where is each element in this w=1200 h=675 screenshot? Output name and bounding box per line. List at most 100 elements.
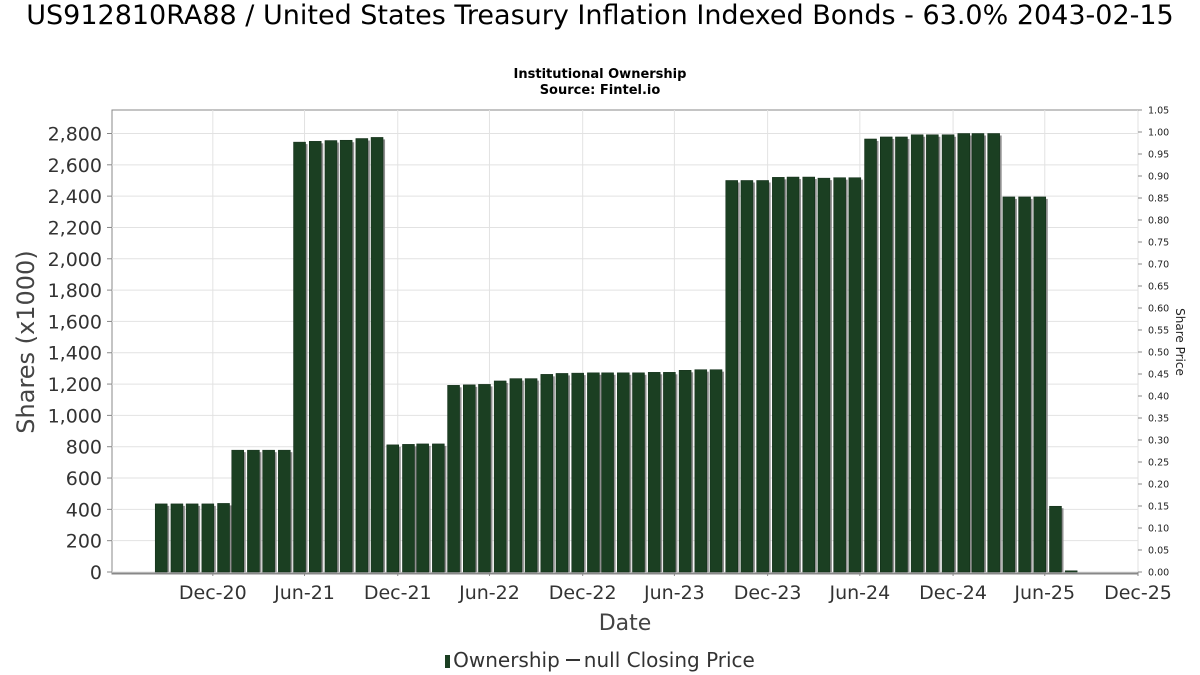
ownership-bar (864, 138, 877, 573)
ownership-bar (1002, 196, 1016, 573)
ownership-bar (262, 449, 275, 573)
y2-tick-label: 0.05 (1148, 546, 1169, 557)
subtitle-line-1: Institutional Ownership (513, 67, 687, 82)
y2-tick-label: 0.75 (1148, 238, 1169, 249)
ownership-bar (587, 372, 600, 573)
y2-tick-label: 0.80 (1148, 216, 1169, 227)
ownership-bar (1033, 196, 1047, 573)
y-tick-label: 1,200 (48, 374, 102, 396)
y2-tick-label: 0.20 (1148, 480, 1169, 491)
y-tick-label: 800 (66, 437, 102, 459)
x-tick-label: Jun-22 (458, 582, 520, 604)
y2-tick-label: 0.00 (1148, 568, 1169, 579)
ownership-bar (231, 449, 244, 573)
y2-axis: 0.00 0.05 0.10 0.15 0.20 0.25 0.30 0.35 0.40 0.45… (1138, 106, 1169, 579)
ownership-bar (463, 384, 476, 573)
ownership-bar (247, 449, 260, 573)
price-legend-line (565, 659, 580, 661)
x-tick-label: Dec-24 (919, 582, 987, 604)
y2-tick-label: 0.55 (1148, 326, 1169, 337)
x-axis-label: Date (599, 611, 652, 636)
y2-tick-label: 0.90 (1148, 172, 1169, 183)
ownership-bar (971, 133, 985, 573)
x-tick-label: Dec-22 (549, 582, 617, 604)
ownership-bar (524, 378, 538, 573)
x-tick-label: Dec-23 (734, 582, 802, 604)
ownership-bar (509, 378, 523, 573)
x-tick-label: Jun-21 (273, 582, 335, 604)
y-tick-label: 2,800 (48, 123, 102, 145)
ownership-bar (632, 372, 645, 573)
ownership-bar (386, 444, 400, 573)
ownership-bar (402, 444, 415, 573)
y2-tick-label: 0.25 (1148, 458, 1169, 469)
ownership-bar (786, 176, 800, 573)
x-tick-label: Dec-25 (1104, 582, 1172, 604)
y-tick-label: 600 (66, 468, 102, 490)
legend: Ownership null Closing Price (0, 648, 1200, 672)
y-tick-label: 1,000 (48, 405, 102, 427)
y-tick-label: 0 (90, 562, 102, 584)
y-tick-label: 2,600 (48, 155, 102, 177)
ownership-bar (895, 136, 908, 573)
ownership-bar (756, 180, 769, 573)
y-tick-label: 1,600 (48, 311, 102, 333)
ownership-bar (647, 372, 661, 573)
ownership-bar (478, 384, 491, 573)
ownership-bar (355, 138, 369, 573)
ownership-bars (154, 133, 1078, 573)
y2-tick-label: 0.70 (1148, 260, 1169, 271)
ownership-bar (1018, 196, 1031, 573)
y2-tick-label: 0.35 (1148, 414, 1169, 425)
ownership-bar (910, 134, 924, 573)
ownership-bar (601, 372, 614, 573)
y2-tick-label: 0.15 (1148, 502, 1169, 513)
y2-axis-label: Share Price (1173, 308, 1187, 376)
ownership-bar (185, 503, 199, 573)
ownership-bar (848, 177, 862, 573)
ownership-bar (308, 141, 322, 573)
ownership-bar (217, 503, 230, 573)
ownership-bar (339, 139, 353, 573)
ownership-bar (709, 369, 723, 573)
y2-tick-label: 0.50 (1148, 348, 1169, 359)
y-axis: 0 200 400 600 800 1,000 1,200 1,400 1,600 1,800 2,… (48, 123, 112, 584)
price-legend-label: null Closing Price (583, 648, 755, 672)
y2-tick-label: 1.05 (1148, 106, 1169, 117)
ownership-bar (957, 133, 971, 573)
ownership-bar (278, 449, 291, 573)
ownership-bar (817, 177, 831, 573)
ownership-bar (416, 443, 429, 573)
y2-tick-label: 0.95 (1148, 150, 1169, 161)
y2-tick-label: 1.00 (1148, 128, 1169, 139)
x-tick-label: Jun-25 (1013, 582, 1075, 604)
ownership-bar (694, 369, 708, 573)
y2-tick-label: 0.65 (1148, 282, 1169, 293)
ownership-bar (493, 380, 507, 573)
y-tick-label: 2,000 (48, 249, 102, 271)
ownership-bar (926, 134, 939, 573)
ownership-bar (725, 180, 738, 573)
y-tick-label: 200 (66, 531, 102, 553)
ownership-bar (170, 503, 184, 573)
y-tick-label: 2,400 (48, 186, 102, 208)
y-tick-label: 1,400 (48, 343, 102, 365)
ownership-bar (540, 374, 554, 573)
ownership-bar (617, 372, 630, 573)
ownership-bar (802, 176, 815, 573)
ownership-bar (324, 140, 338, 573)
y-tick-label: 2,200 (48, 217, 102, 239)
chart-title: US912810RA88 / United States Treasury In… (26, 0, 1174, 31)
ownership-bar (941, 134, 955, 573)
ownership-chart: 0 200 400 600 800 1,000 1,200 1,400 1,600 1,800 2,… (12, 106, 1187, 637)
ownership-bar (154, 503, 168, 573)
x-axis: Dec-20 Jun-21 Dec-21 Jun-22 Dec-22 Jun-23 Dec-… (112, 572, 1172, 604)
ownership-legend-swatch (445, 655, 451, 668)
ownership-bar (293, 141, 306, 573)
ownership-bar (833, 177, 846, 573)
ownership-bar (1049, 505, 1062, 573)
y2-tick-label: 0.40 (1148, 392, 1169, 403)
ownership-bar (880, 136, 893, 573)
x-tick-label: Dec-20 (179, 582, 247, 604)
ownership-legend-label: Ownership (453, 648, 560, 672)
